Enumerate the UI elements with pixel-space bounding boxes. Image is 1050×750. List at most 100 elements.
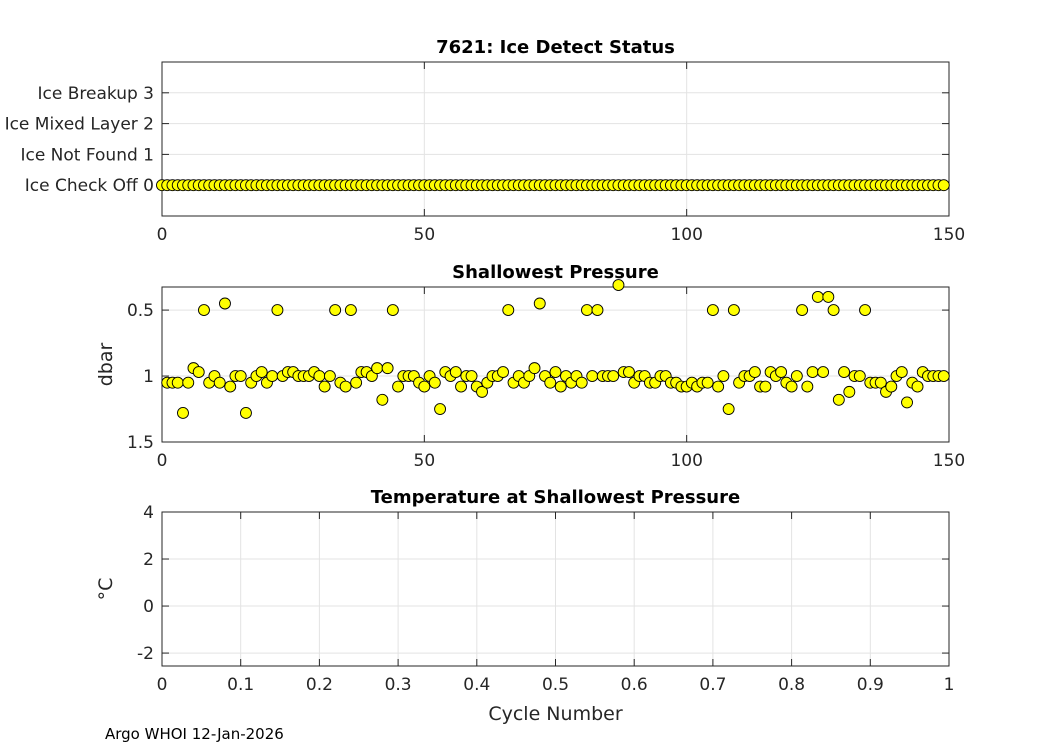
data-point <box>239 407 252 419</box>
data-point <box>790 370 803 382</box>
data-point <box>581 304 593 317</box>
data-point <box>329 304 342 317</box>
data-point <box>785 380 798 393</box>
data-point <box>234 370 247 382</box>
x-tick-label: 0.2 <box>306 675 333 695</box>
x-tick-label: 50 <box>414 225 436 245</box>
data-point <box>465 370 478 382</box>
data-point <box>313 370 326 382</box>
data-point <box>192 366 205 379</box>
x-tick-label: 1 <box>944 675 955 695</box>
data-point <box>827 304 840 317</box>
plot-area <box>162 62 949 216</box>
data-point <box>911 380 924 393</box>
data-point <box>895 366 908 379</box>
data-point <box>428 376 441 389</box>
data-point <box>266 370 279 382</box>
data-point <box>255 366 268 379</box>
y-axis-label: dbar <box>95 343 117 387</box>
y-tick-label: Ice Check Off 0 <box>25 176 154 196</box>
x-tick-label: 0 <box>157 451 168 471</box>
data-point <box>318 380 331 393</box>
data-point <box>759 380 772 393</box>
y-tick-label: 1 <box>143 367 154 387</box>
data-point <box>219 297 231 310</box>
data-point <box>712 380 725 393</box>
x-tick-label: 150 <box>933 451 965 471</box>
x-tick-label: 0.9 <box>857 675 884 695</box>
y-tick-label: 2 <box>143 550 154 570</box>
data-point <box>607 370 620 382</box>
y-tick-label: Ice Mixed Layer 2 <box>5 115 154 135</box>
data-point <box>591 304 604 317</box>
data-point <box>796 304 809 317</box>
data-point <box>171 376 184 389</box>
data-point <box>612 279 625 291</box>
data-point <box>502 304 515 317</box>
data-point <box>859 304 872 317</box>
chart-title: 7621: Ice Detect Status <box>436 37 675 58</box>
x-tick-label: 50 <box>414 451 436 471</box>
data-point <box>937 179 950 192</box>
data-point <box>224 380 237 393</box>
data-point <box>213 376 226 389</box>
data-point <box>323 370 336 382</box>
axes-box <box>161 511 950 667</box>
x-tick-label: 0.8 <box>778 675 805 695</box>
x-tick-label: 0.6 <box>621 675 648 695</box>
data-point <box>838 366 851 379</box>
data-point <box>533 297 546 310</box>
data-point <box>182 376 195 389</box>
chart-title: Temperature at Shallowest Pressure <box>371 487 740 508</box>
data-point <box>701 376 714 389</box>
data-point <box>722 403 735 415</box>
y-tick-label: 0.5 <box>127 301 154 321</box>
x-axis-label: Cycle Number <box>488 703 622 725</box>
x-tick-label: 0.7 <box>699 675 726 695</box>
y-tick-label: Ice Breakup 3 <box>38 84 155 104</box>
data-point <box>843 385 856 398</box>
axes-box <box>161 286 950 443</box>
data-point <box>822 290 835 303</box>
data-point <box>727 304 740 317</box>
plot-area <box>162 287 949 442</box>
y-axis-label: °C <box>95 578 117 601</box>
data-point <box>371 362 384 375</box>
data-point <box>198 304 210 317</box>
data-point <box>775 366 788 379</box>
data-point <box>586 370 599 382</box>
data-point <box>549 366 562 379</box>
x-tick-label: 100 <box>670 451 702 471</box>
x-tick-label: 0 <box>157 675 168 695</box>
data-point <box>817 366 830 379</box>
x-tick-label: 0.3 <box>385 675 412 695</box>
data-point <box>418 380 431 393</box>
data-point <box>339 380 352 393</box>
y-tick-label: Ice Not Found 1 <box>20 145 154 165</box>
data-point <box>434 403 447 415</box>
data-point <box>528 362 541 375</box>
data-point <box>806 366 819 379</box>
data-point <box>623 366 635 379</box>
data-point <box>449 366 462 379</box>
y-tick-label: 1.5 <box>127 433 154 453</box>
data-point <box>853 370 866 382</box>
data-point <box>706 304 719 317</box>
data-point <box>832 393 845 406</box>
footer-text: Argo WHOI 12-Jan-2026 <box>105 725 284 743</box>
data-point <box>177 407 189 419</box>
x-tick-label: 0.4 <box>463 675 490 695</box>
data-point <box>344 304 357 317</box>
axes-box <box>161 61 950 217</box>
x-tick-label: 0 <box>157 225 168 245</box>
data-point <box>554 380 567 393</box>
y-tick-label: 0 <box>143 597 154 617</box>
data-point <box>811 290 824 303</box>
y-tick-label: 4 <box>143 503 154 523</box>
data-point <box>376 393 389 406</box>
y-tick-label: -2 <box>137 644 154 664</box>
data-point <box>392 380 405 393</box>
data-point <box>476 385 488 398</box>
x-tick-label: 100 <box>670 225 702 245</box>
